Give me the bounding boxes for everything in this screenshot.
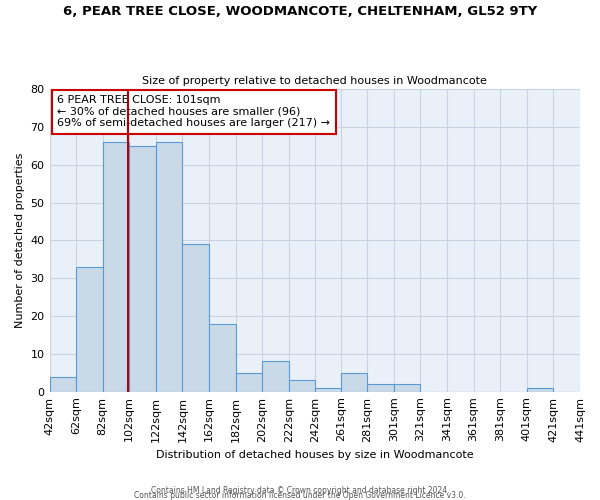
Bar bbox=[341, 373, 367, 392]
Title: Size of property relative to detached houses in Woodmancote: Size of property relative to detached ho… bbox=[142, 76, 487, 86]
Bar bbox=[316, 388, 341, 392]
Bar bbox=[156, 142, 182, 392]
Bar bbox=[50, 376, 76, 392]
Bar bbox=[130, 146, 156, 392]
Bar bbox=[182, 244, 209, 392]
Bar bbox=[236, 373, 262, 392]
Text: 6 PEAR TREE CLOSE: 101sqm
← 30% of detached houses are smaller (96)
69% of semi-: 6 PEAR TREE CLOSE: 101sqm ← 30% of detac… bbox=[58, 95, 331, 128]
X-axis label: Distribution of detached houses by size in Woodmancote: Distribution of detached houses by size … bbox=[156, 450, 473, 460]
Bar bbox=[103, 142, 130, 392]
Bar bbox=[76, 267, 103, 392]
Bar bbox=[289, 380, 316, 392]
Text: Contains HM Land Registry data © Crown copyright and database right 2024.: Contains HM Land Registry data © Crown c… bbox=[151, 486, 449, 495]
Bar bbox=[367, 384, 394, 392]
Bar bbox=[262, 362, 289, 392]
Y-axis label: Number of detached properties: Number of detached properties bbox=[15, 152, 25, 328]
Bar bbox=[527, 388, 553, 392]
Bar bbox=[209, 324, 236, 392]
Text: 6, PEAR TREE CLOSE, WOODMANCOTE, CHELTENHAM, GL52 9TY: 6, PEAR TREE CLOSE, WOODMANCOTE, CHELTEN… bbox=[63, 5, 537, 18]
Bar bbox=[394, 384, 421, 392]
Text: Contains public sector information licensed under the Open Government Licence v3: Contains public sector information licen… bbox=[134, 490, 466, 500]
